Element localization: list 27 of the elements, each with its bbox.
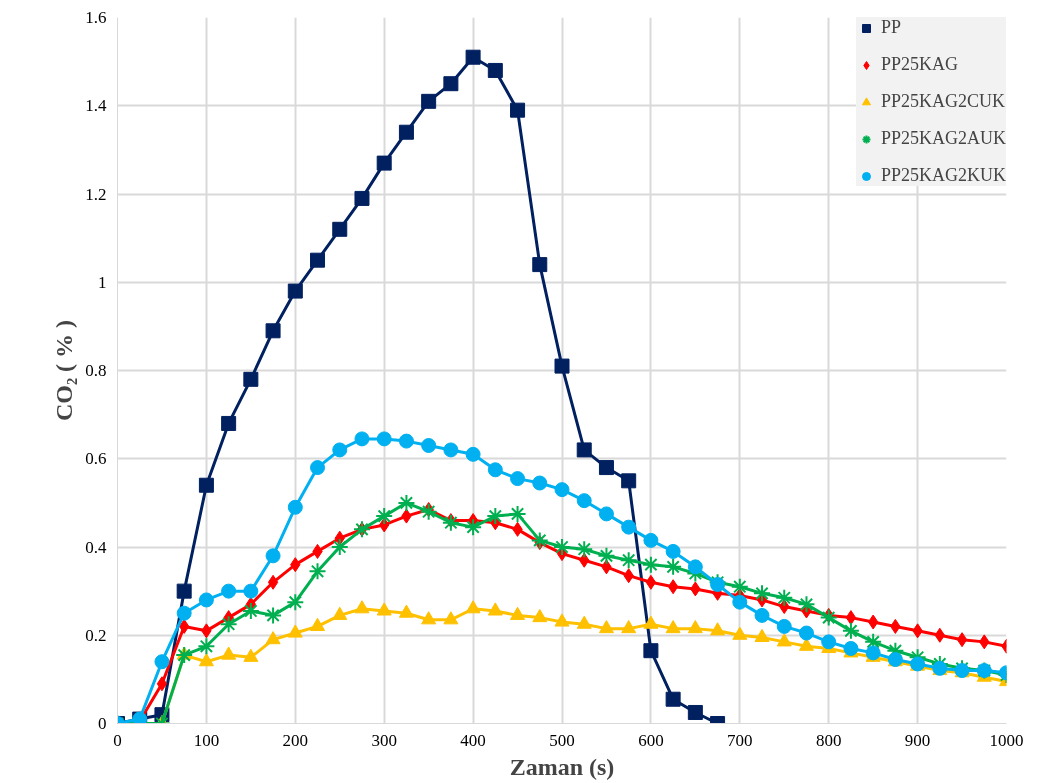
legend-label: PP25KAG2CUK (880, 91, 1006, 112)
y-tick-label: 0 (98, 714, 107, 733)
x-tick-label: 300 (371, 730, 397, 750)
x-tick-label: 400 (460, 730, 486, 750)
x-tick-label: 500 (549, 730, 575, 750)
x-tick-label: 600 (638, 730, 664, 750)
x-tick-label: 800 (815, 730, 842, 750)
y-tick-label: 1.6 (85, 8, 107, 27)
y-tick-label: 1 (98, 272, 107, 292)
x-tick-label: 200 (282, 730, 309, 750)
x-axis-title: Zaman (s) (509, 753, 615, 780)
y-tick-label: 0.4 (85, 537, 107, 557)
legend-label: PP25KAG (880, 54, 959, 75)
legend-label: PP (880, 17, 902, 38)
y-tick-label: 1.2 (85, 184, 107, 204)
y-tick-label: 0.2 (85, 625, 107, 645)
x-tick-label: 0 (113, 730, 122, 750)
x-tick-label: 700 (727, 730, 753, 750)
y-tick-label: 1.4 (85, 96, 107, 116)
y-tick-label: 0.6 (85, 449, 107, 469)
x-tick-label: 900 (904, 730, 931, 750)
x-tick-label: 1000 (989, 730, 1024, 750)
legend-label: PP25KAG2AUK (880, 128, 1006, 149)
y-tick-label: 0.8 (85, 361, 107, 380)
y-axis-title: CO₂ ( % ) (51, 319, 78, 422)
x-tick-label: 100 (193, 730, 220, 750)
legend-label: PP25KAG2KUK (880, 165, 1006, 186)
